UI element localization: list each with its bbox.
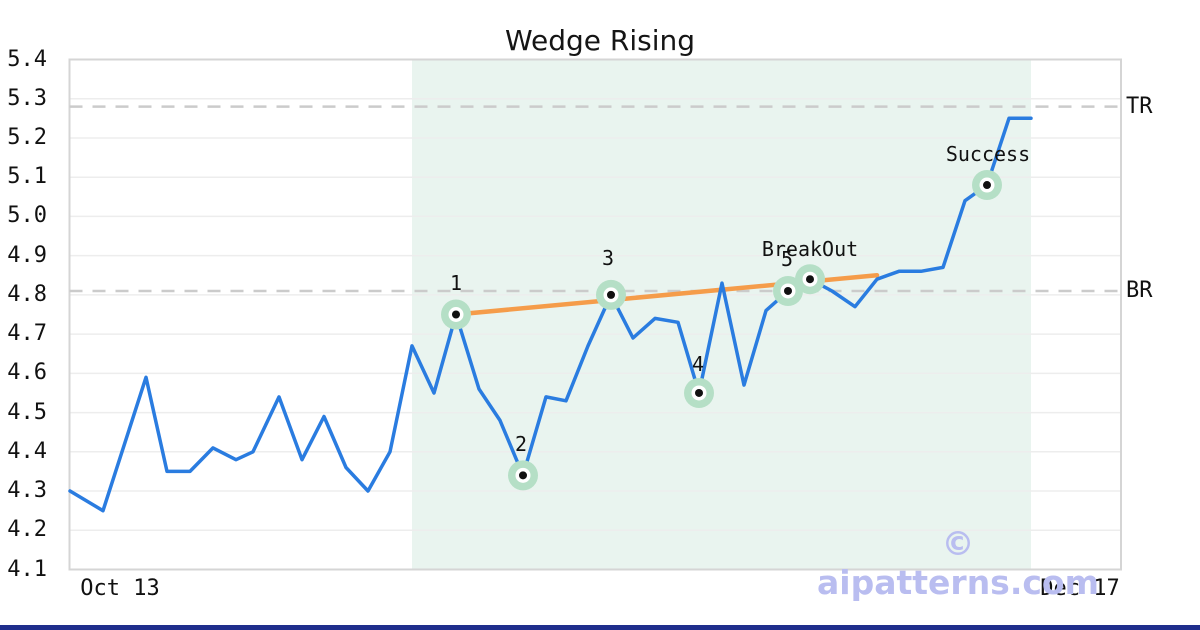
y-tick-5.0: 5.0 — [7, 203, 47, 229]
annotation-success: Success — [945, 142, 1031, 166]
pattern-zone — [412, 59, 1031, 570]
y-tick-5.1: 5.1 — [7, 164, 47, 190]
x-tick-oct-13: Oct 13 — [80, 576, 160, 601]
marker-2-dot — [519, 471, 527, 480]
y-tick-5.4: 5.4 — [7, 46, 47, 72]
y-tick-5.3: 5.3 — [7, 85, 47, 111]
annotation-1: 1 — [449, 271, 463, 295]
annotation-4: 4 — [691, 352, 705, 376]
level-label-br: BR — [1126, 277, 1153, 303]
y-tick-4.8: 4.8 — [7, 281, 47, 307]
watermark: © aipatterns.com — [817, 524, 1099, 602]
marker-success-dot — [983, 181, 991, 190]
annotation-breakout: BreakOut — [761, 237, 859, 261]
chart-title: Wedge Rising — [504, 24, 696, 57]
y-tick-4.4: 4.4 — [7, 438, 47, 464]
level-label-tr: TR — [1126, 93, 1153, 119]
marker-4-dot — [695, 388, 703, 397]
marker-1-dot — [452, 310, 460, 319]
footer-bar — [0, 625, 1200, 630]
annotation-3: 3 — [601, 246, 615, 270]
y-tick-4.6: 4.6 — [7, 360, 47, 386]
y-tick-4.3: 4.3 — [7, 478, 47, 504]
y-tick-4.5: 4.5 — [7, 399, 47, 425]
price-line — [68, 116, 1033, 513]
marker-3-dot — [607, 290, 615, 299]
y-tick-5.2: 5.2 — [7, 124, 47, 150]
plot-frame — [68, 58, 1122, 571]
y-tick-4.1: 4.1 — [7, 556, 47, 582]
x-tick-dec-17: Dec 17 — [1040, 576, 1120, 601]
marker-5-dot — [784, 286, 792, 295]
annotation-5: 5 — [780, 247, 794, 271]
y-tick-4.7: 4.7 — [7, 321, 47, 347]
marker-breakout-dot — [806, 275, 814, 284]
annotation-2: 2 — [514, 432, 528, 456]
y-tick-4.9: 4.9 — [7, 242, 47, 268]
y-tick-4.2: 4.2 — [7, 517, 47, 543]
